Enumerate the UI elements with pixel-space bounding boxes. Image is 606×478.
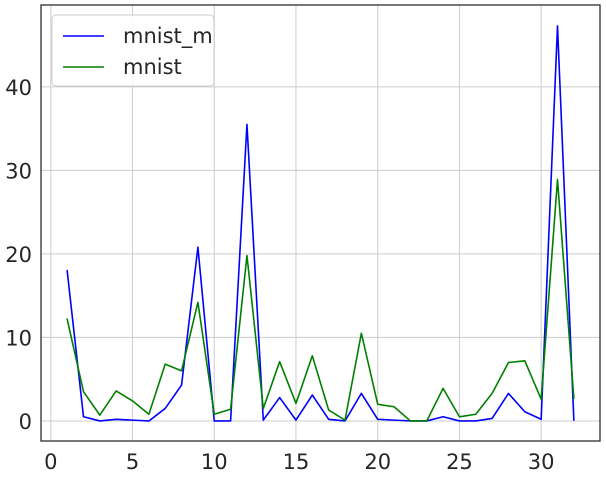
x-tick-label: 0 <box>44 450 57 474</box>
series-lines <box>66 25 575 422</box>
y-axis-tick-labels: 0 10 20 30 40 <box>5 76 32 434</box>
y-tick-label: 40 <box>5 76 32 100</box>
y-tick-label: 10 <box>5 326 32 350</box>
series-line-mnist-m <box>66 25 575 422</box>
x-axis-tick-labels: 0 5 10 15 20 25 30 <box>44 450 554 474</box>
plot-frame <box>40 4 601 442</box>
x-tick-label: 25 <box>446 450 473 474</box>
legend-label-mnist-m: mnist_m <box>123 24 213 49</box>
legend-box <box>51 14 215 87</box>
y-tick-label: 0 <box>19 410 32 434</box>
x-tick-label: 10 <box>201 450 228 474</box>
x-tick-label: 15 <box>283 450 310 474</box>
x-tick-label: 20 <box>364 450 391 474</box>
x-tick-label: 30 <box>528 450 555 474</box>
y-tick-label: 20 <box>5 243 32 267</box>
y-tick-label: 30 <box>5 159 32 183</box>
x-tick-label: 5 <box>126 450 139 474</box>
legend-label-mnist: mnist <box>123 55 182 79</box>
series-line-mnist <box>66 178 575 422</box>
